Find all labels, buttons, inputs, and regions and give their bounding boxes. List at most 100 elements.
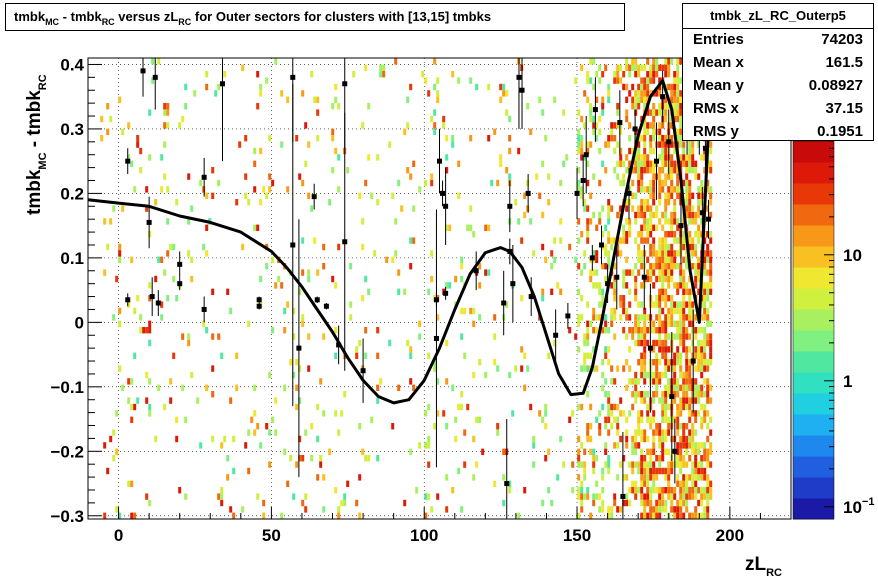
plot-frame [87, 57, 792, 520]
heatmap-cell [316, 109, 320, 116]
heatmap-cell [622, 237, 626, 244]
heatmap-cell [616, 429, 620, 436]
x-tick-label: 150 [563, 526, 591, 545]
heatmap-cell [631, 58, 635, 65]
profile-point [473, 251, 479, 291]
heatmap-cell [454, 416, 458, 423]
heatmap-cell [637, 83, 641, 91]
color-bar-tick-label: 10−1 [843, 496, 874, 517]
heatmap-cell [547, 487, 551, 494]
profile-marker [256, 303, 262, 309]
heatmap-cell [688, 487, 692, 494]
heatmap-cell [529, 403, 533, 411]
heatmap-cell [589, 403, 593, 411]
heatmap-cell [661, 224, 665, 231]
heatmap-cell [331, 103, 335, 110]
heatmap-cell [685, 461, 689, 468]
heatmap-cell [562, 461, 566, 468]
profile-marker [620, 493, 626, 499]
heatmap-cell [244, 442, 248, 449]
heatmap-cell [673, 391, 677, 398]
heatmap-cell [160, 154, 164, 161]
heatmap-cell [574, 333, 578, 340]
profile-marker [155, 300, 161, 306]
heatmap-cell [694, 455, 698, 462]
heatmap-cell [427, 403, 431, 411]
heatmap-cell [646, 275, 650, 283]
heatmap-cell [682, 499, 686, 507]
heatmap-cell [667, 333, 671, 340]
heatmap-cell [583, 333, 587, 340]
heatmap-cell [670, 224, 674, 231]
heatmap-cell [283, 327, 287, 334]
heatmap-cell [649, 474, 653, 481]
heatmap-cell [544, 256, 548, 263]
heatmap-cell [394, 58, 398, 65]
heatmap-cell [580, 365, 584, 372]
heatmap-cell [682, 397, 686, 404]
heatmap-cell [205, 327, 209, 334]
heatmap-cell [670, 506, 674, 513]
heatmap-cell [592, 467, 596, 475]
heatmap-cell [637, 179, 641, 187]
heatmap-cell [283, 384, 287, 391]
profile-point [314, 296, 320, 304]
heatmap-cell [583, 263, 587, 270]
heatmap-cell [646, 371, 650, 379]
y-tick-label: −0.3 [50, 507, 84, 526]
heatmap-cell [691, 250, 695, 257]
heatmap-cell [589, 77, 593, 84]
heatmap-cell [424, 410, 428, 417]
heatmap-cell [154, 435, 158, 443]
profile-marker [641, 274, 647, 280]
profile-point [598, 225, 604, 265]
heatmap-cell [253, 429, 257, 436]
heatmap-cell [703, 327, 707, 334]
chart-title-box: tmbkMC - tmbkRC versus zLRC for Outer se… [5, 3, 625, 31]
heatmap-cell [706, 378, 710, 385]
heatmap-cell [700, 487, 704, 494]
heatmap-cell [655, 64, 659, 71]
heatmap-cell [700, 339, 704, 347]
heatmap-cell [676, 282, 680, 289]
heatmap-cell [664, 333, 668, 340]
heatmap-cell [619, 295, 623, 302]
heatmap-cell [508, 173, 512, 180]
heatmap-cell [604, 352, 608, 359]
profile-marker [152, 74, 158, 80]
heatmap-cell [652, 224, 656, 231]
heatmap-cell [448, 282, 452, 289]
profile-marker [140, 68, 146, 74]
heatmap-cell [637, 333, 641, 340]
heatmap-cell [133, 186, 137, 193]
heatmap-cell [655, 250, 659, 257]
heatmap-cell [355, 346, 359, 353]
heatmap-cell [601, 301, 605, 308]
heatmap-cell [661, 179, 665, 187]
heatmap-cell [640, 327, 644, 334]
stats-key: Mean y [693, 77, 744, 94]
heatmap-cell [652, 346, 656, 353]
heatmap-cell [673, 359, 677, 366]
heatmap-cell [586, 77, 590, 84]
heatmap-cell [652, 359, 656, 366]
heatmap-cell [685, 282, 689, 289]
heatmap-cell [415, 487, 419, 494]
heatmap-cell [709, 301, 713, 308]
profile-marker [589, 255, 595, 261]
heatmap-cell [679, 90, 683, 97]
stats-key: Mean x [693, 54, 744, 71]
heatmap-cell [658, 243, 662, 251]
heatmap-cell [709, 493, 713, 500]
heatmap-cell [625, 205, 629, 212]
heatmap-cell [652, 378, 656, 385]
heatmap-cell [652, 192, 656, 199]
heatmap-cell [640, 96, 644, 103]
heatmap-cell [463, 461, 467, 468]
heatmap-cell [418, 320, 422, 327]
heatmap-cell [688, 167, 692, 174]
heatmap-cell [376, 455, 380, 462]
heatmap-cell [298, 365, 302, 372]
heatmap-cells [100, 58, 713, 519]
